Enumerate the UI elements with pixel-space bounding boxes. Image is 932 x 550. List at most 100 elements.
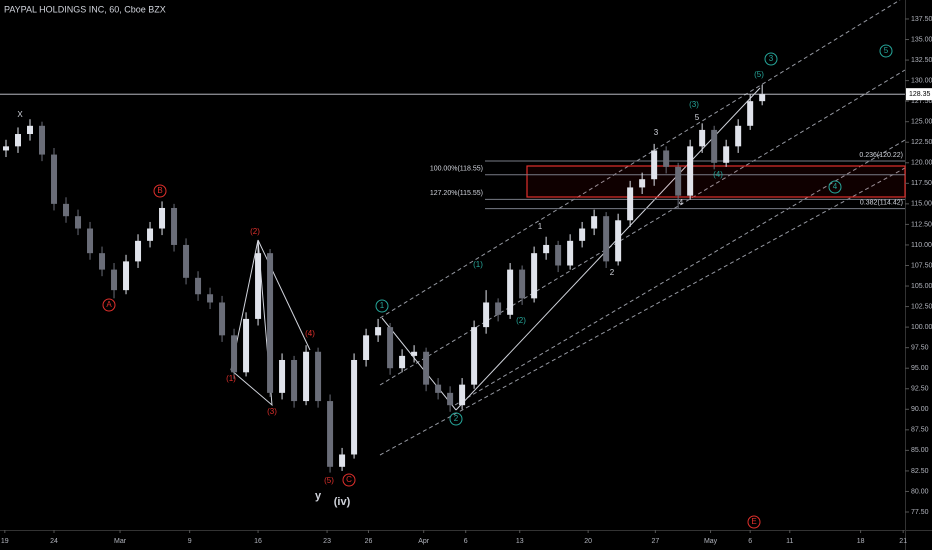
y-tick-label: 82.50 (911, 468, 929, 475)
candle-body (51, 154, 58, 204)
wave-label: y (315, 490, 322, 502)
y-tick-label: 135.00 (911, 36, 932, 43)
wave-label: (2) (516, 316, 526, 325)
candle-body (303, 351, 310, 402)
y-tick-label: 95.00 (911, 365, 929, 372)
candle-body (255, 253, 262, 319)
candle-body (699, 129, 706, 147)
wave-label: E (751, 517, 756, 526)
candle-body (27, 125, 34, 135)
candle-body (327, 401, 334, 467)
wave-label: (4) (713, 170, 723, 179)
candle-body (183, 244, 190, 278)
candle-body (435, 384, 442, 393)
x-tick-label: 19 (1, 538, 9, 545)
candle-body (423, 351, 430, 385)
wave-circle (828, 180, 842, 194)
x-tick-label: 27 (651, 538, 659, 545)
y-tick-label: 120.00 (911, 160, 932, 167)
candle-body (687, 146, 694, 196)
x-tick-label: 9 (188, 538, 192, 545)
x-tick-label: 20 (584, 538, 592, 545)
candle-body (447, 392, 454, 406)
wave-circle (342, 473, 356, 487)
wave-line (230, 239, 273, 407)
y-tick-label: 102.50 (911, 303, 932, 310)
x-tick-label: 21 (899, 538, 907, 545)
y-tick-label: 80.00 (911, 488, 929, 495)
candle-body (3, 146, 10, 151)
y-tick-label: 100.00 (911, 324, 932, 331)
wave-circle (449, 412, 463, 426)
candle-body (195, 277, 202, 295)
candle-body (231, 335, 238, 373)
candle-body (495, 302, 502, 315)
candle-body (411, 351, 418, 356)
candle-body (339, 454, 346, 467)
candle-body (267, 253, 274, 393)
channel-line (379, 167, 906, 456)
y-tick-label: 105.00 (911, 283, 932, 290)
wave-label: A (106, 300, 112, 309)
wave-line (381, 317, 457, 411)
candle-body (75, 216, 82, 229)
wave-label: 4 (833, 182, 838, 191)
candle-body (603, 216, 610, 262)
y-tick-label: 77.50 (911, 509, 929, 516)
x-tick-label: Apr (418, 538, 430, 545)
candle-body (651, 150, 658, 180)
chart-title: PAYPAL HOLDINGS INC, 60, Cboe BZX (4, 4, 166, 14)
x-tick-label: 24 (50, 538, 58, 545)
x-tick-label: 26 (365, 538, 373, 545)
y-tick-label: 117.50 (911, 180, 932, 187)
wave-label: 5 (884, 46, 889, 55)
candle-body (567, 240, 574, 266)
x-tick-label: 23 (323, 538, 331, 545)
candle-body (219, 302, 226, 336)
last-price-box (906, 88, 932, 101)
x-tick-label: 18 (857, 538, 865, 545)
candle-body (135, 240, 142, 262)
y-tick-label: 127.50 (911, 98, 932, 105)
wave-label: (1) (473, 260, 483, 269)
wave-line (257, 239, 311, 351)
x-tick-label: 6 (464, 538, 468, 545)
x-tick-label: 13 (516, 538, 524, 545)
candle-body (39, 125, 46, 155)
y-tick-label: 115.00 (911, 201, 932, 208)
x-tick-label: 11 (786, 538, 793, 545)
wave-label: 5 (695, 113, 700, 122)
y-tick-label: 110.00 (911, 242, 932, 249)
wave-label: (1) (226, 374, 236, 383)
candle-body (111, 269, 118, 291)
candle-body (375, 327, 382, 336)
wave-circle (879, 44, 893, 58)
y-tick-label: 97.50 (911, 345, 929, 352)
y-tick-label: 132.50 (911, 57, 932, 64)
y-tick-label: 130.00 (911, 77, 932, 84)
channel-line (379, 0, 901, 319)
fib-label: 100.00%(118.55) (430, 166, 483, 173)
wave-label: B (157, 186, 162, 195)
candle-body (591, 216, 598, 229)
wave-label: (2) (250, 227, 260, 236)
y-tick-label: 112.50 (911, 221, 932, 228)
candle-body (555, 244, 562, 266)
candle-body (711, 129, 718, 163)
candle-body (675, 166, 682, 196)
candle-body (351, 359, 358, 455)
candle-body (363, 335, 370, 360)
y-tick-label: 90.00 (911, 406, 929, 413)
wave-label: (iv) (334, 496, 351, 508)
target-zone (526, 165, 906, 198)
candle-body (291, 359, 298, 402)
wave-label: C (346, 475, 352, 484)
last-price-label: 128.35 (909, 91, 931, 98)
candle-body (123, 261, 130, 291)
candle-body (315, 351, 322, 402)
candle-body (507, 269, 514, 315)
x-tick-label: 6 (748, 538, 752, 545)
wave-label: (5) (324, 476, 334, 485)
